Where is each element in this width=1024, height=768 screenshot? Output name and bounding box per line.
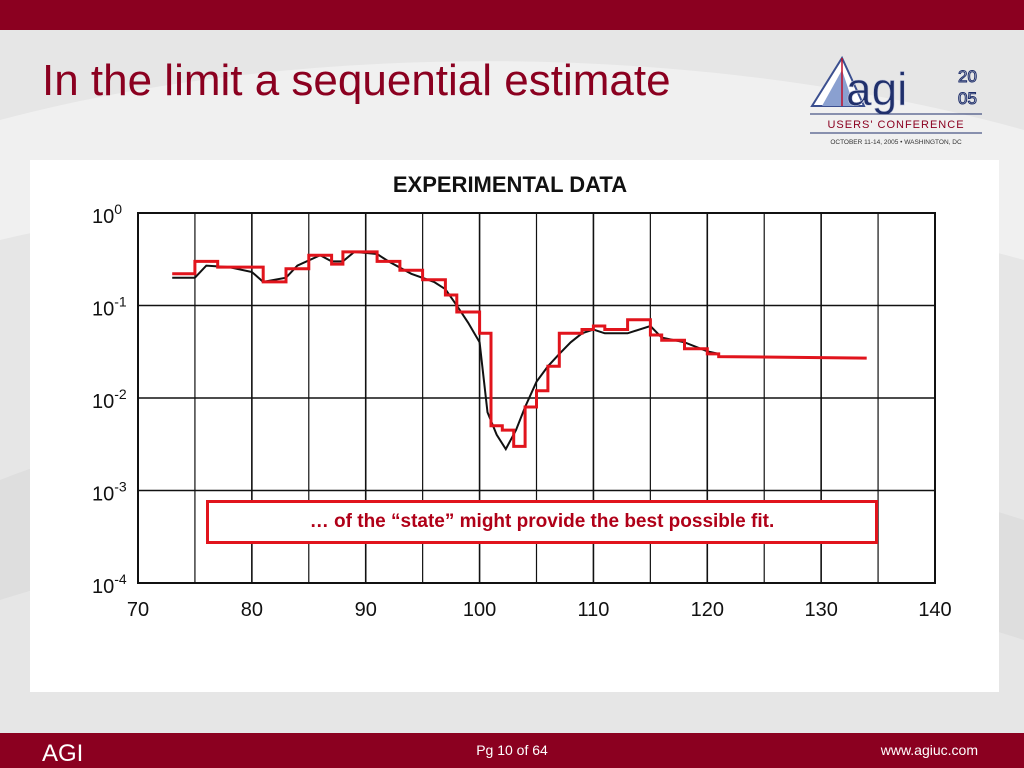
x-tick-label: 140 (918, 599, 951, 621)
x-tick-label: 100 (463, 599, 496, 621)
chart-series (172, 250, 867, 452)
x-tick-labels: 70 80 90 100 110 120 130 140 (127, 599, 952, 621)
experimental-data-chart: EXPERIMENTAL DATA 70 80 90 100 110 120 130 140 … (92, 172, 952, 621)
x-tick-label: 70 (127, 599, 149, 621)
x-tick-label: 80 (241, 599, 263, 621)
callout-text: … of the “state” might provide the best … (309, 511, 775, 532)
agi-conference-logo: agi 20 05 USERS' CONFERENCE OCTOBER 11-1… (810, 55, 982, 146)
series-line-sequential-estimate (172, 250, 867, 448)
series-line-experimental-data (172, 250, 719, 452)
footer-company: AGI (42, 740, 84, 767)
chart-title: EXPERIMENTAL DATA (393, 172, 627, 197)
y-tick-label: 10-2 (92, 386, 127, 413)
footer-url[interactable]: www.agiuc.com (880, 742, 978, 758)
footer-bar (0, 733, 1024, 768)
logo-date-label: OCTOBER 11-14, 2005 • WASHINGTON, DC (830, 139, 962, 146)
logo-year-bottom: 05 (958, 89, 977, 108)
top-bar (0, 0, 1024, 30)
logo-triangle-icon (810, 55, 866, 107)
slide-title: In the limit a sequential estimate (42, 56, 671, 105)
x-tick-label: 130 (804, 599, 837, 621)
y-tick-label: 10-4 (92, 571, 127, 598)
callout-box: … of the “state” might provide the best … (206, 500, 878, 544)
x-tick-label: 120 (691, 599, 724, 621)
chart-panel: EXPERIMENTAL DATA 70 80 90 100 110 120 130 140 … (30, 160, 999, 692)
page-number: Pg 10 of 64 (476, 742, 548, 758)
x-tick-label: 110 (577, 599, 609, 621)
y-tick-labels: 100 10-1 10-2 10-3 10-4 (92, 201, 127, 598)
logo-conference-label: USERS' CONFERENCE (827, 119, 964, 131)
y-tick-label: 10-3 (92, 479, 127, 506)
y-tick-label: 100 (92, 201, 122, 228)
logo-year-top: 20 (958, 67, 977, 86)
logo-agi-text: agi (846, 63, 907, 115)
x-tick-label: 90 (355, 599, 377, 621)
y-tick-label: 10-1 (92, 294, 127, 321)
